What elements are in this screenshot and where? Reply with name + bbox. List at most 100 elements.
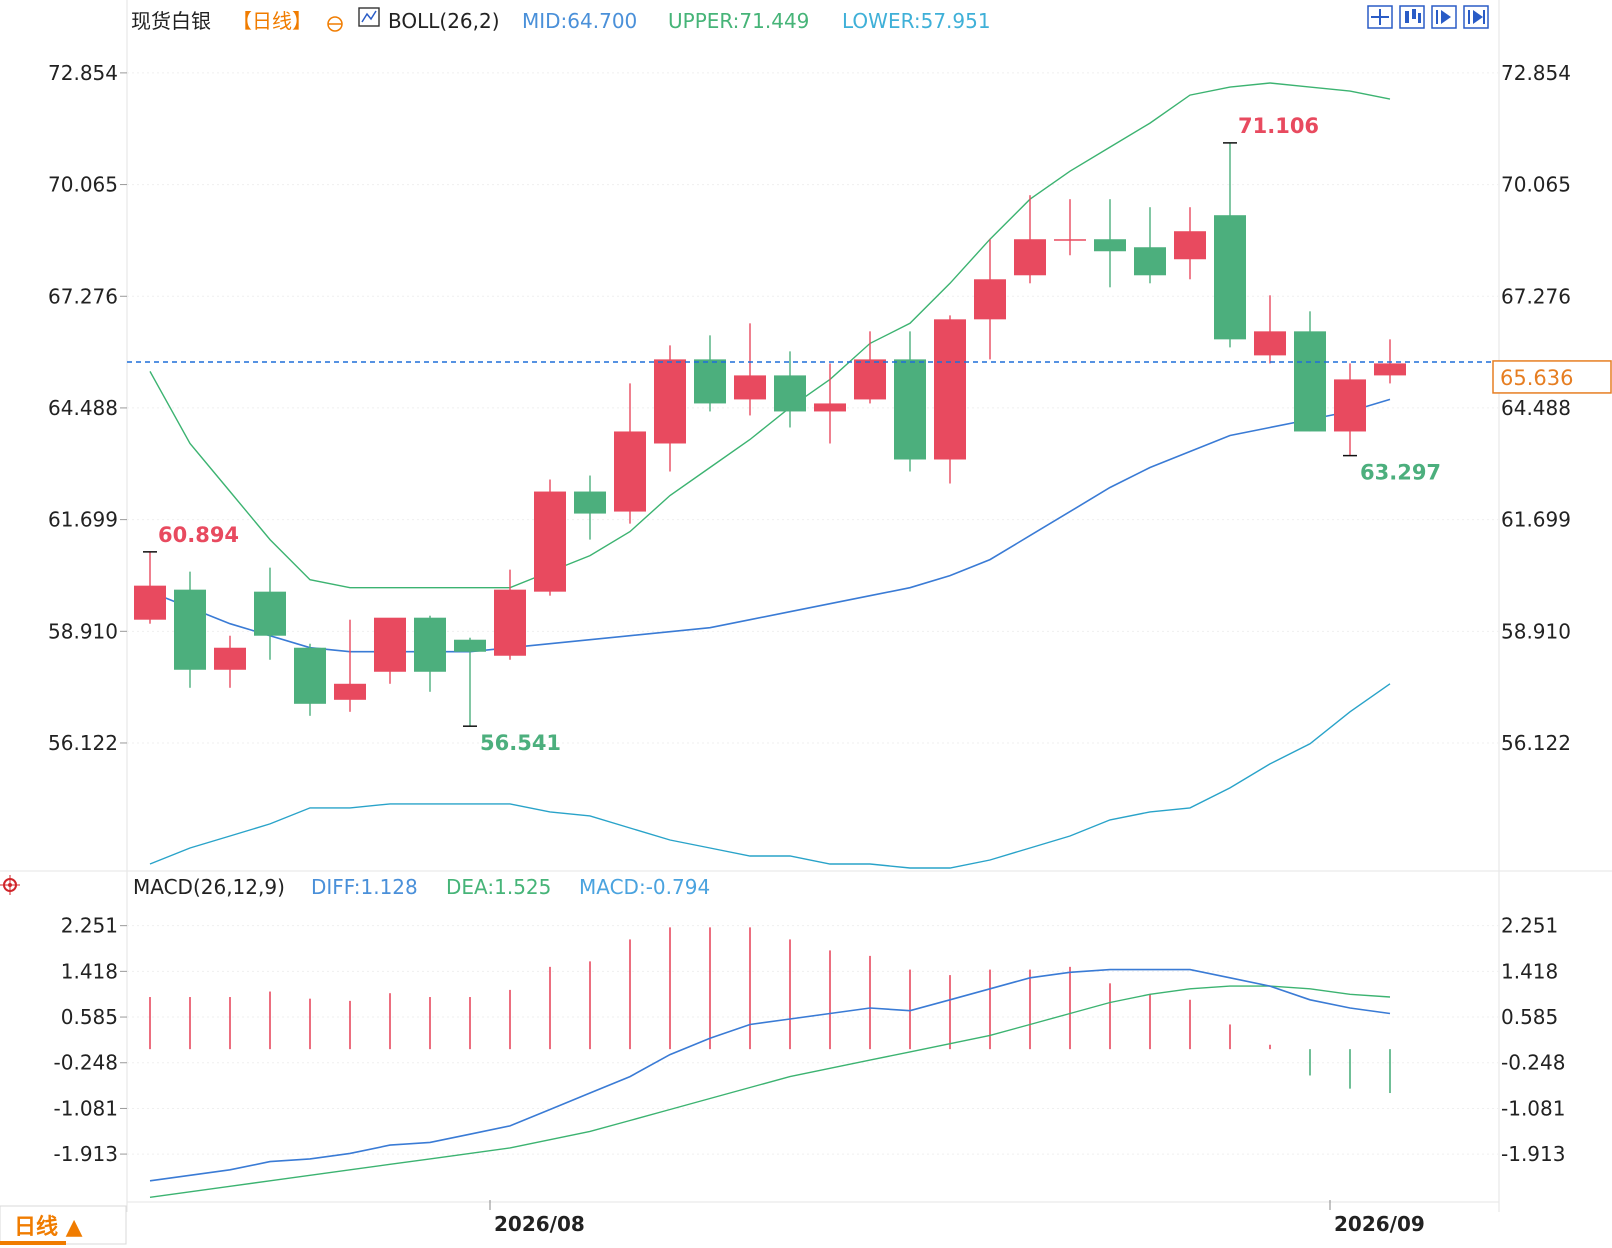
candle-body — [1214, 215, 1246, 340]
candle-body — [254, 591, 286, 636]
candle — [494, 569, 526, 660]
candle-body — [1334, 379, 1366, 432]
candle — [1094, 199, 1126, 288]
candle — [454, 637, 486, 727]
main-y-tick-label-left: 56.122 — [48, 731, 118, 755]
candle — [574, 475, 606, 540]
candle — [974, 239, 1006, 360]
period-tab[interactable]: 日线 ▲ — [0, 1205, 127, 1245]
macd-y-tick-label-left: 2.251 — [61, 914, 118, 938]
macd-dea-line — [149, 985, 1391, 1198]
candle — [1014, 195, 1046, 284]
x-tick-label: 2026/08 — [494, 1212, 585, 1236]
main-gridlines — [127, 72, 1499, 744]
candle — [214, 635, 246, 688]
boll-mid-line — [149, 398, 1391, 653]
candle-body — [1134, 247, 1166, 276]
candle-body — [1054, 239, 1086, 241]
candle — [294, 643, 326, 716]
candle-body — [774, 375, 806, 412]
macd-label: MACD(26,12,9) — [133, 875, 285, 899]
candle — [134, 551, 166, 624]
candle — [1174, 207, 1206, 280]
candle — [1054, 199, 1086, 256]
candle — [854, 331, 886, 404]
candle-body — [494, 589, 526, 656]
candle — [254, 567, 286, 660]
main-y-tick-label-right: 58.910 — [1501, 619, 1571, 643]
candle-body — [934, 319, 966, 460]
zoom-icon[interactable] — [327, 16, 343, 32]
boll-label: BOLL(26,2) — [388, 9, 500, 33]
candle — [414, 615, 446, 692]
crosshair-tool-icon[interactable] — [1367, 5, 1393, 29]
candle — [1134, 207, 1166, 284]
x-tick-label: 2026/09 — [1334, 1212, 1425, 1236]
low-annotation: 56.541 — [480, 731, 561, 755]
candle-body — [374, 617, 406, 672]
candle — [534, 479, 566, 596]
boll-upper-value: UPPER:71.449 — [668, 9, 809, 33]
current-price-tag: 65.636 — [1492, 360, 1612, 394]
candle-body — [414, 617, 446, 672]
candle-body — [134, 585, 166, 620]
main-y-tick-label-left: 61.699 — [48, 508, 118, 532]
candle-body — [614, 431, 646, 512]
main-y-tick-label-left: 67.276 — [48, 284, 118, 308]
macd-settings-icon[interactable] — [0, 875, 20, 895]
macd-y-tick-label-left: -0.248 — [54, 1051, 118, 1075]
candle-body — [1374, 363, 1406, 376]
candle — [894, 331, 926, 472]
candle-body — [174, 589, 206, 670]
indicator-chart-icon[interactable] — [358, 7, 380, 27]
candle-body — [214, 647, 246, 670]
high-annotation: 71.106 — [1238, 114, 1319, 138]
boll-upper-line — [149, 82, 1391, 589]
candle-style-icon[interactable] — [1399, 5, 1425, 29]
macd-histogram-value: MACD:-0.794 — [579, 875, 710, 899]
macd-y-tick-label-right: -0.248 — [1501, 1051, 1565, 1075]
candle — [1334, 363, 1366, 456]
candle — [334, 619, 366, 712]
candle — [734, 323, 766, 416]
candle-body — [454, 639, 486, 652]
boll-lower-line — [149, 683, 1391, 869]
candle-body — [1094, 239, 1126, 252]
macd-y-tick-label-left: -1.081 — [54, 1096, 118, 1120]
high-low-annotations: 60.894 56.541 71.106 63.297 — [143, 114, 1441, 755]
candle — [934, 315, 966, 484]
candle — [694, 335, 726, 412]
candle — [654, 345, 686, 472]
main-y-tick-label-left: 70.065 — [48, 173, 118, 197]
macd-y-tick-label-right: 1.418 — [1501, 959, 1558, 983]
macd-diff-value: DIFF:1.128 — [311, 875, 418, 899]
candle — [174, 571, 206, 688]
candle-body — [974, 279, 1006, 320]
candle-body — [534, 491, 566, 592]
macd-y-axis-right: 2.251 1.418 0.585 -0.248 -1.081 -1.913 — [1501, 914, 1565, 1166]
main-y-tick-label-right: 56.122 — [1501, 731, 1571, 755]
low-annotation: 63.297 — [1360, 461, 1441, 485]
period-tab-label: 日线 ▲ — [14, 1214, 83, 1240]
main-y-tick-label-right: 72.854 — [1501, 61, 1571, 85]
macd-diff-line — [149, 968, 1391, 1182]
current-price-text: 65.636 — [1500, 366, 1573, 390]
macd-gridlines — [127, 925, 1499, 1155]
candle-body — [894, 359, 926, 460]
candlestick-series — [134, 142, 1406, 727]
main-y-tick-label-left: 72.854 — [48, 61, 118, 85]
main-y-tick-label-right: 70.065 — [1501, 173, 1571, 197]
main-y-axis-left: 72.854 70.065 67.276 64.488 61.699 58.910 56.1… — [48, 61, 127, 755]
macd-y-axis-left: 2.251 1.418 0.585 -0.248 -1.081 -1.913 — [54, 914, 127, 1166]
candle — [774, 351, 806, 428]
macd-histogram — [149, 927, 1391, 1094]
instrument-name: 现货白银 — [131, 9, 211, 33]
step-back-icon[interactable] — [1431, 5, 1457, 29]
step-forward-icon[interactable] — [1463, 5, 1489, 29]
candle — [374, 617, 406, 684]
candle-body — [654, 359, 686, 444]
main-y-axis-right: 72.854 70.065 67.276 64.488 61.699 58.910 56.1… — [1501, 61, 1571, 755]
candle-body — [1174, 231, 1206, 260]
candle — [814, 363, 846, 444]
